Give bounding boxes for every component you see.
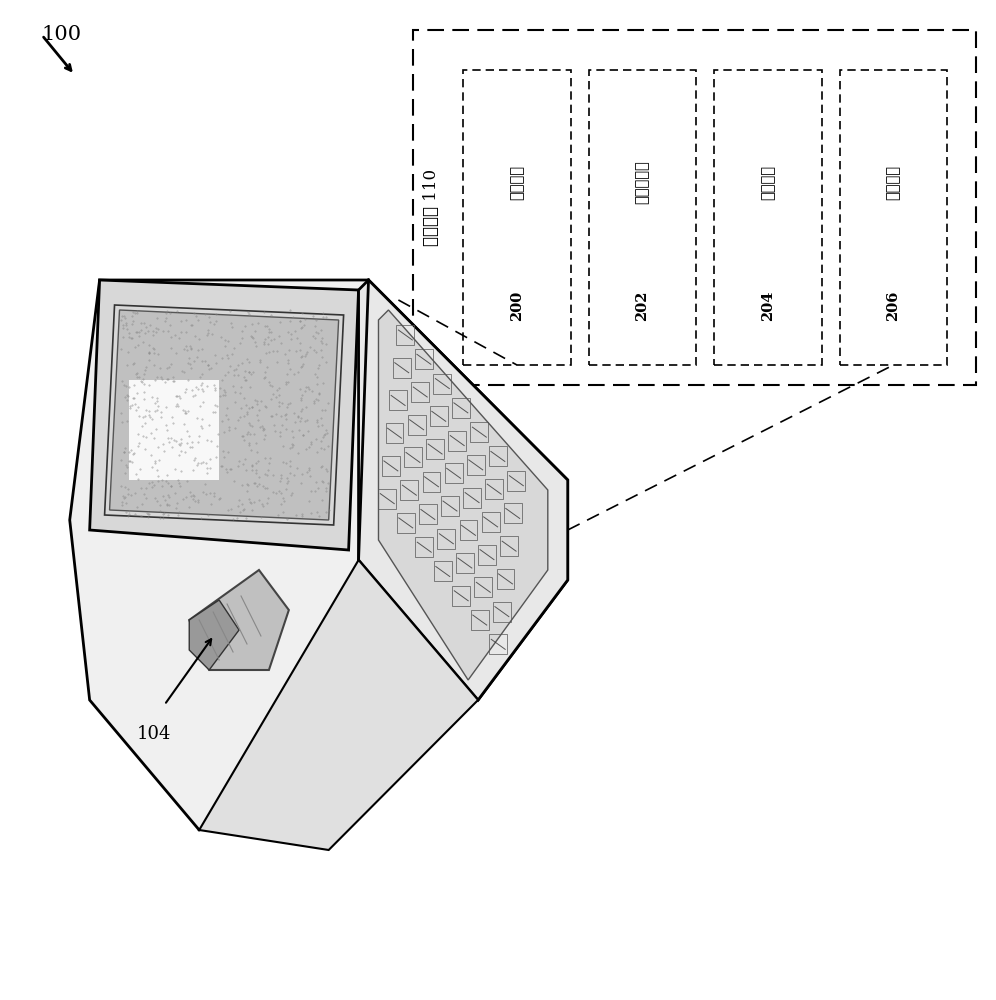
Text: 检测连接: 检测连接 [510,165,524,200]
Polygon shape [129,380,219,480]
Polygon shape [189,570,289,670]
Polygon shape [359,280,568,700]
Polygon shape [110,310,339,520]
Text: 202: 202 [635,291,649,321]
Text: 204: 204 [761,291,775,321]
Text: 识别为键盘: 识别为键盘 [635,160,649,204]
Polygon shape [70,280,568,830]
Text: 200: 200 [510,291,524,321]
Bar [840,70,947,365]
Polygon shape [378,310,548,680]
Text: 206: 206 [886,291,900,321]
Bar [714,70,822,365]
Text: 104: 104 [137,725,171,743]
Bar [463,70,571,365]
Polygon shape [199,560,478,850]
Text: 100: 100 [42,25,82,44]
Polygon shape [90,280,359,550]
Text: 隔离装置: 隔离装置 [761,165,775,200]
Bar [589,70,696,365]
Text: 配对模块 110: 配对模块 110 [422,169,440,246]
Text: 请求击键: 请求击键 [886,165,900,200]
Polygon shape [189,600,239,670]
Bar [413,30,976,385]
